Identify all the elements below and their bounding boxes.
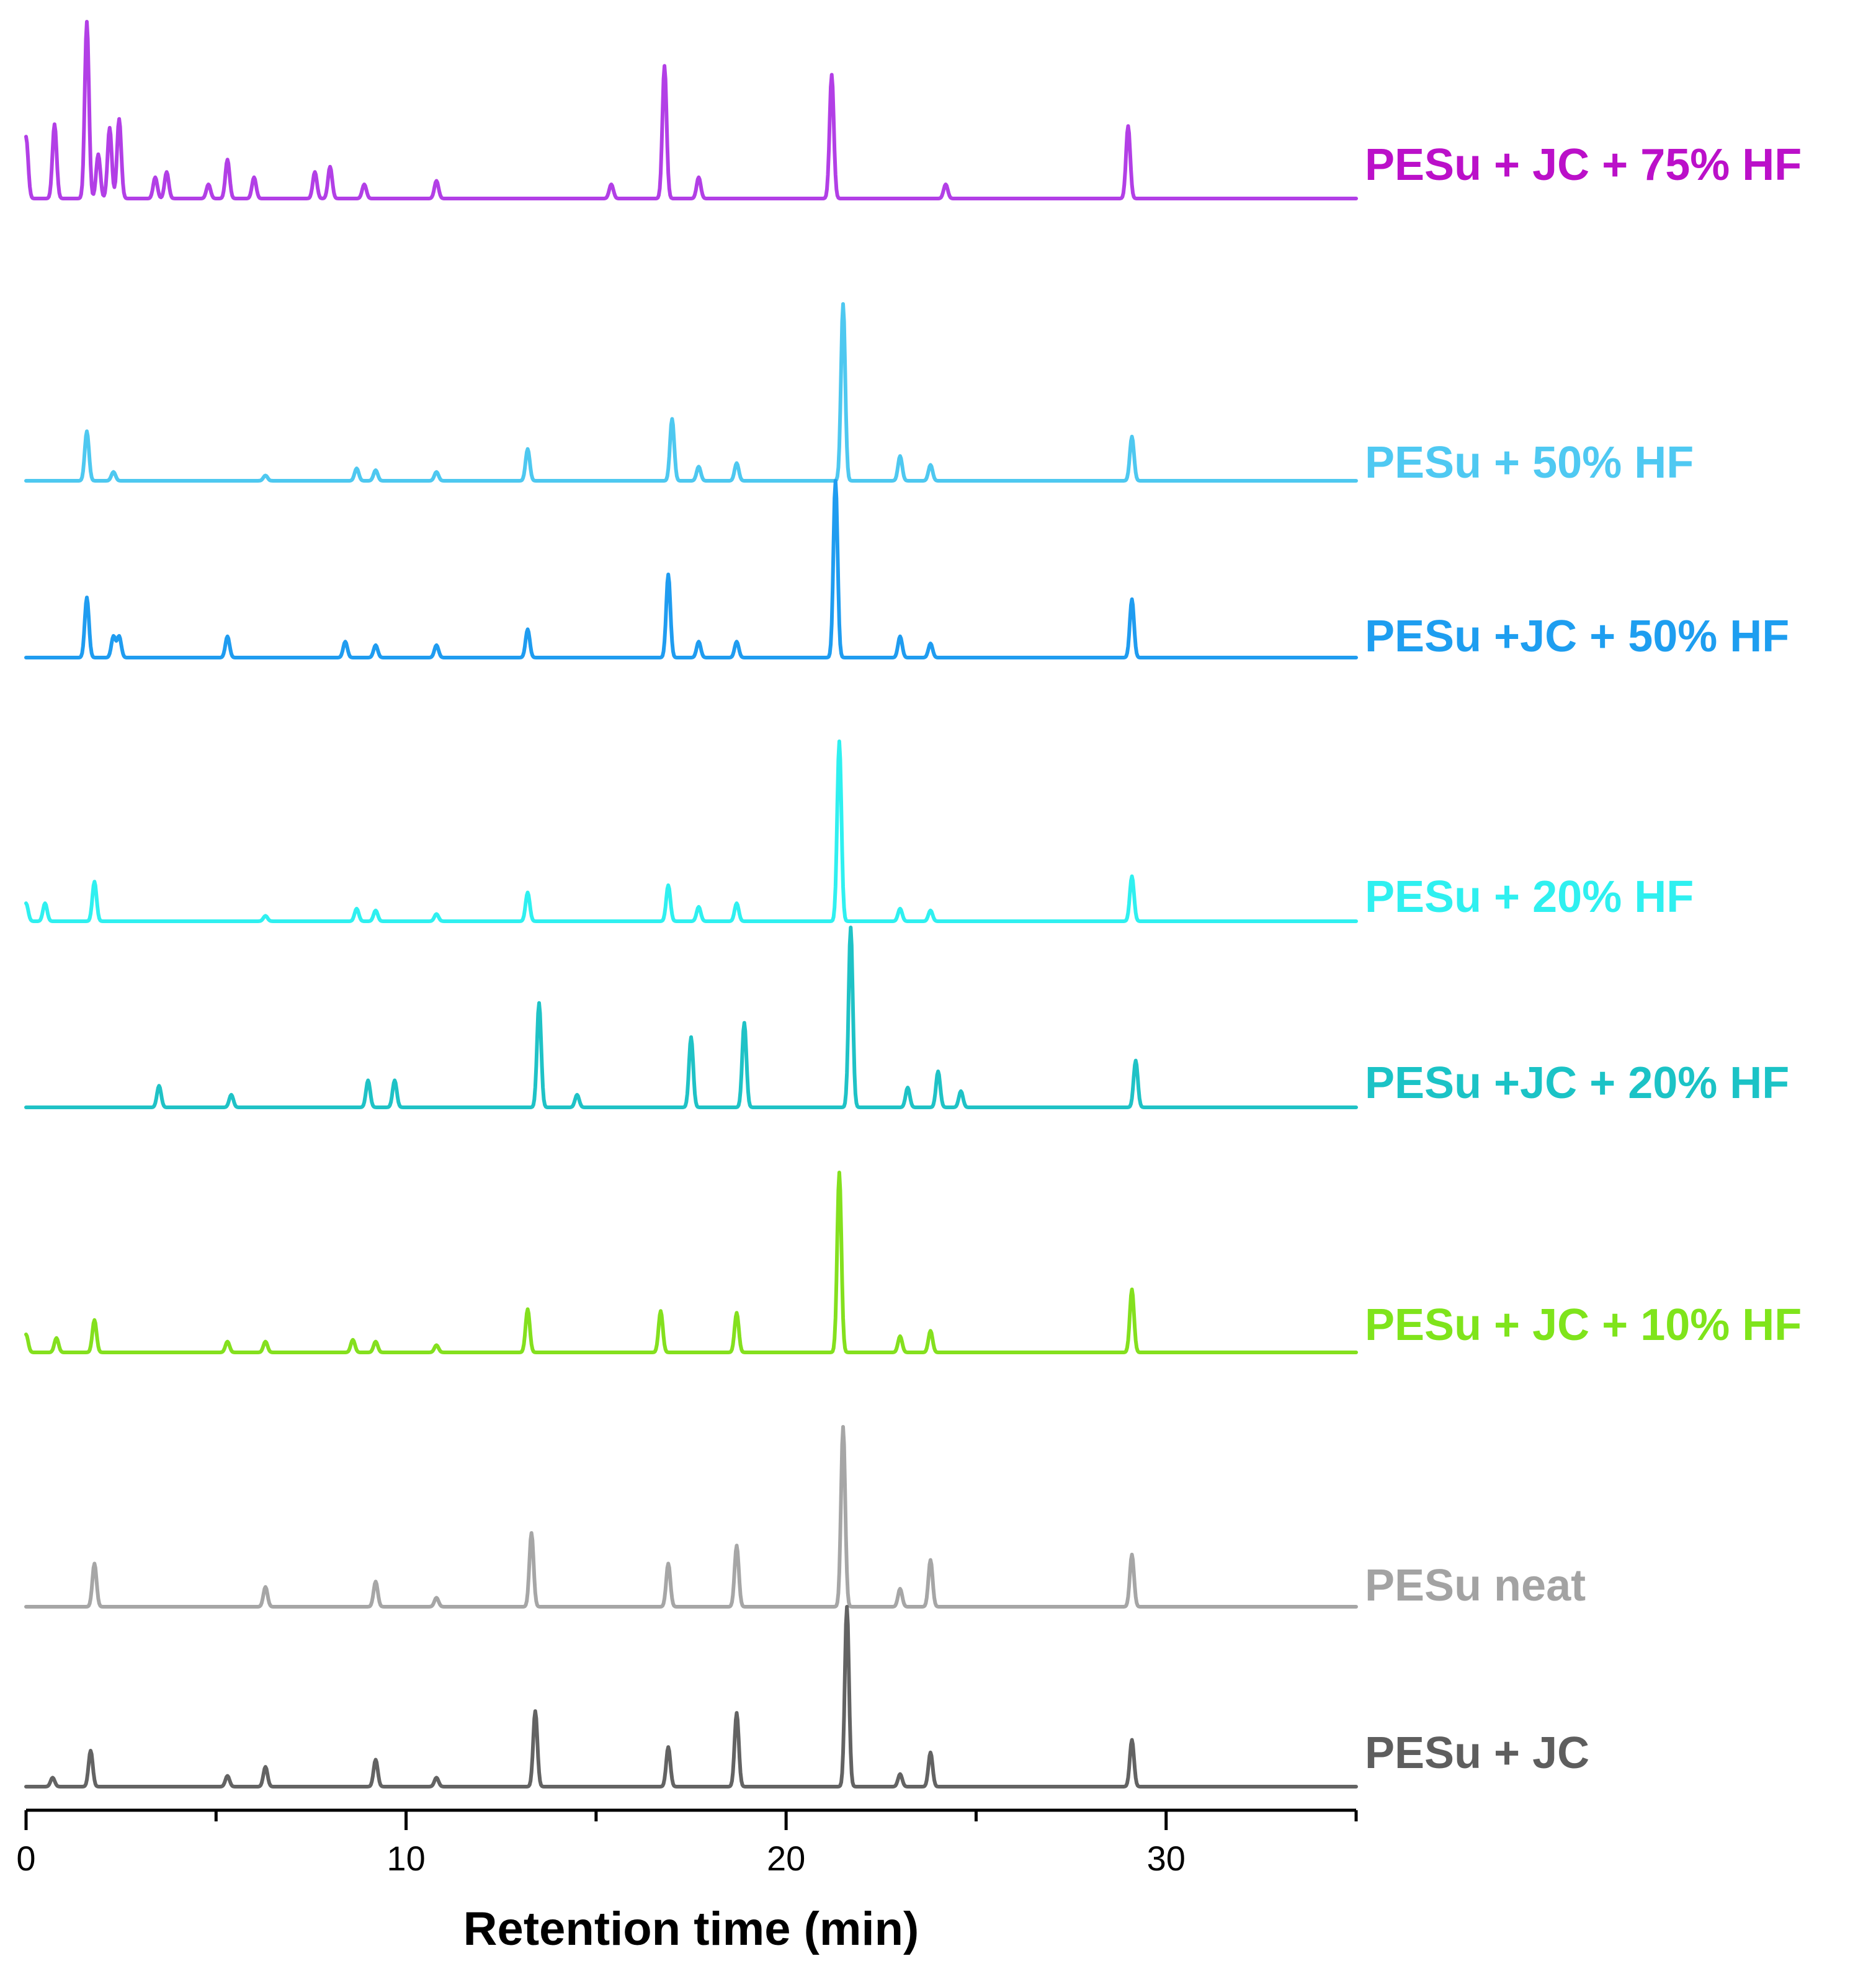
series-label-7: PESu + JC (1365, 1728, 1589, 1778)
series-line-5 (24, 1171, 1358, 1354)
x-axis-title: Retention time (min) (463, 1903, 919, 1955)
series-line-2 (24, 479, 1358, 659)
x-axis: 0 10 20 30 Retention time (min) (16, 1808, 1358, 1955)
series-line-4 (24, 926, 1358, 1109)
series-label-5: PESu + JC + 10% HF (1365, 1300, 1802, 1350)
x-axis-ticks: 0 10 20 30 (16, 1810, 1358, 1878)
x-tick-label-1: 10 (386, 1839, 425, 1878)
x-tick-label-3: 30 (1147, 1839, 1186, 1878)
series-line-7 (24, 1605, 1358, 1789)
series-line-1 (24, 302, 1358, 483)
series-label-1: PESu + 50% HF (1365, 438, 1694, 488)
series-label-6: PESu neat (1365, 1561, 1586, 1610)
series-label-3: PESu + 20% HF (1365, 872, 1694, 922)
series-line-6 (24, 1425, 1358, 1609)
series-label-0: PESu + JC + 75% HF (1365, 140, 1802, 190)
series-label-2: PESu +JC + 50% HF (1365, 612, 1789, 661)
series-labels-group: PESu + JC + 75% HF PESu + 50% HF PESu +JC … (1365, 140, 1802, 1778)
traces-group (24, 20, 1358, 1789)
x-tick-label-2: 20 (767, 1839, 805, 1878)
series-label-4: PESu +JC + 20% HF (1365, 1058, 1789, 1108)
series-line-0 (24, 20, 1358, 200)
series-line-3 (24, 739, 1358, 923)
x-tick-label-0: 0 (16, 1839, 35, 1878)
